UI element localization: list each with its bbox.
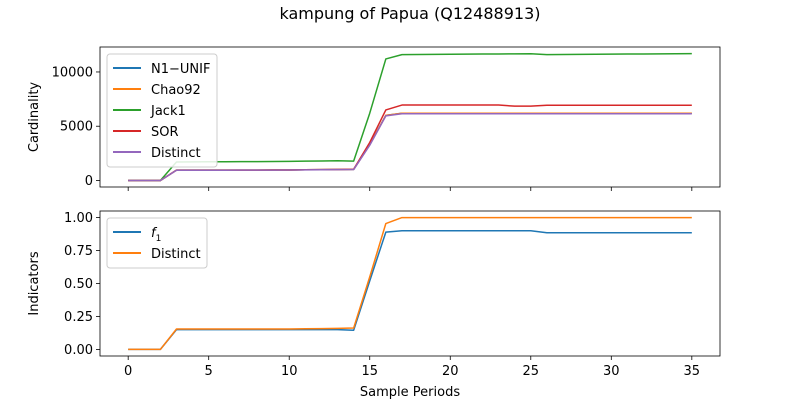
legend-label: Distinct [151,146,201,161]
y-tick-label: 10000 [52,65,93,80]
figure-title: kampung of Papua (Q12488913) [280,4,541,23]
series-line-1-5 [128,112,692,182]
legend-label: Chao92 [151,83,201,98]
x-tick-label: 30 [603,364,620,379]
x-axis-label: Sample Periods [360,385,460,400]
y-tick-label: 5000 [60,120,93,135]
x-tick-label: 15 [361,364,378,379]
y-axis-label: Indicators [27,251,42,315]
legend-label: N1−UNIF [151,62,210,77]
x-tick-label: 5 [205,364,213,379]
x-tick-label: 25 [523,364,540,379]
legend-label: f1 [151,226,161,244]
y-tick-label: 0.00 [64,343,93,358]
y-tick-label: 1.00 [64,211,93,226]
legend-label: SOR [151,125,179,140]
series-line-1-3 [128,52,692,182]
x-tick-label: 35 [684,364,701,379]
y-tick-label: 0.75 [64,244,93,259]
x-tick-label: 20 [442,364,459,379]
axes-frame [99,46,721,188]
legend-box [106,53,218,168]
y-tick-label: 0.25 [64,310,93,325]
y-tick-label: 0.50 [64,277,93,292]
legend-label: Jack1 [150,104,186,119]
series-line-2-2 [128,216,692,351]
y-axis-label: Cardinality [27,82,42,153]
y-tick-label: 0 [85,174,93,189]
chart-panel-2: 0 5 10 15 20 25 30 35 0.00 0.25 0.50 0.75 1.00 Indica… [27,210,721,400]
legend-label: Distinct [151,247,201,262]
chart-panel-1: 0 5000 10000 Cardinality N1−UNIF Chao92 Jack1 S… [27,46,721,191]
series-line-2-1 [128,230,692,351]
x-tick-label: 10 [281,364,298,379]
x-tick-label: 0 [124,364,132,379]
legend-box [106,217,208,269]
